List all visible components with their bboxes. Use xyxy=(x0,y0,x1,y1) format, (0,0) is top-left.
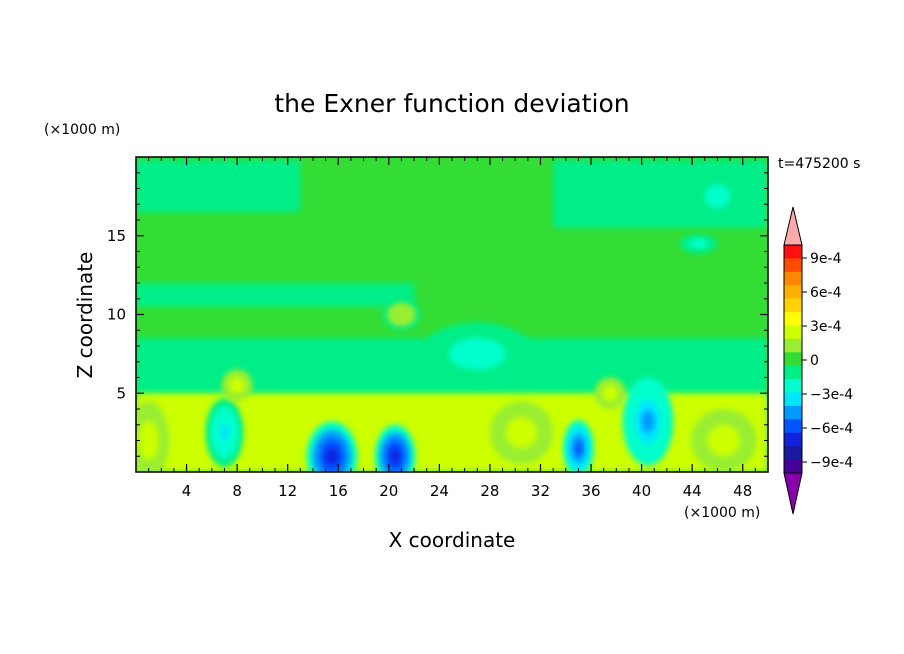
contour-level xyxy=(233,381,241,390)
x-tick-label: 36 xyxy=(581,482,600,500)
x-tick-label: 40 xyxy=(632,482,651,500)
colorbar-swatch xyxy=(784,392,802,407)
contour-feature xyxy=(374,424,416,472)
colorbar-swatch xyxy=(784,419,802,434)
colorbar-swatch xyxy=(784,258,802,273)
contour-feature xyxy=(690,409,757,472)
contour-level xyxy=(693,241,704,246)
colorbar-swatch xyxy=(784,432,802,447)
colorbar-label: −3e-4 xyxy=(810,387,853,403)
contour-feature xyxy=(622,377,674,466)
colorbar-upper-arrow xyxy=(783,206,803,246)
y-tick-label: 5 xyxy=(116,384,126,402)
colorbar-swatch xyxy=(784,352,802,367)
contour-feature xyxy=(563,420,594,472)
chart-title: the Exner function deviation xyxy=(274,89,629,118)
x-tick-label: 8 xyxy=(232,482,242,500)
contour-level xyxy=(574,441,583,456)
x-axis: 4 8 12 16 20 24 28 32 36 40 44 48 xyxy=(148,157,756,500)
contour-level xyxy=(143,430,154,451)
x-tick-label: 28 xyxy=(480,482,499,500)
contour-level xyxy=(463,346,492,362)
colorbar-label: 9e-4 xyxy=(810,251,842,267)
colorbar-label: 6e-4 xyxy=(810,285,842,301)
contour-feature xyxy=(136,401,169,472)
x-tick-label: 4 xyxy=(182,482,192,500)
y-unit-label: (×1000 m) xyxy=(44,122,120,138)
contour-level xyxy=(641,410,655,433)
colorbar-swatch xyxy=(784,285,802,300)
time-label: t=475200 s xyxy=(778,156,860,172)
colorbar-label: 0 xyxy=(810,353,819,369)
contour-level xyxy=(606,389,614,398)
contour-field xyxy=(136,157,768,472)
colorbar-swatch xyxy=(784,271,802,286)
x-unit-label: (×1000 m) xyxy=(684,505,760,521)
x-tick-label: 12 xyxy=(278,482,297,500)
colorbar-swatch xyxy=(784,405,802,420)
x-tick-label: 20 xyxy=(379,482,398,500)
y-tick-label: 15 xyxy=(107,227,126,245)
colorbar-frame xyxy=(783,244,803,474)
colorbar-swatch xyxy=(784,245,802,259)
colorbar-label: −6e-4 xyxy=(810,421,853,437)
contour-feature xyxy=(489,401,554,465)
colorbar-swatch xyxy=(784,446,802,461)
x-tick-label: 16 xyxy=(329,482,348,500)
x-tick-label: 32 xyxy=(531,482,550,500)
contour-feature xyxy=(306,421,358,472)
contour-feature xyxy=(679,234,718,254)
contour-feature xyxy=(205,397,244,468)
contour-feature xyxy=(692,172,743,220)
y-tick-label: 10 xyxy=(107,306,126,324)
x-tick-label: 24 xyxy=(430,482,449,500)
contour-level xyxy=(325,447,339,465)
x-axis-title: X coordinate xyxy=(389,528,516,552)
contour-level xyxy=(219,423,230,442)
contour-level xyxy=(711,190,724,203)
colorbar-swatch xyxy=(784,365,802,380)
colorbar-label: 3e-4 xyxy=(810,319,842,335)
colorbar-lower-arrow xyxy=(783,472,803,515)
colorbar-swatch xyxy=(784,312,802,326)
contour-level xyxy=(513,424,530,441)
colorbar-swatch xyxy=(784,338,802,353)
contour-level xyxy=(396,310,407,319)
contour-feature xyxy=(594,377,626,409)
contour-feature xyxy=(221,369,253,402)
band-top xyxy=(136,160,301,213)
contour-level xyxy=(390,448,401,465)
x-tick-label: 48 xyxy=(733,482,752,500)
contour-feature xyxy=(382,298,421,331)
colorbar-swatch xyxy=(784,298,802,313)
colorbar-swatch xyxy=(784,379,802,394)
y-axis-title: Z coordinate xyxy=(73,252,97,379)
colorbar: 9e-4 6e-4 3e-4 0 −3e-4 −6e-4 −9e-4 xyxy=(783,206,853,515)
y-axis: 5 10 15 xyxy=(107,172,768,457)
colorbar-swatch xyxy=(784,325,802,340)
band-left-mid xyxy=(136,283,415,307)
colorbar-swatch xyxy=(784,459,802,474)
contour-level xyxy=(715,432,732,449)
colorbar-label: −9e-4 xyxy=(810,455,853,471)
contour-feature xyxy=(420,322,535,386)
x-tick-label: 44 xyxy=(683,482,702,500)
